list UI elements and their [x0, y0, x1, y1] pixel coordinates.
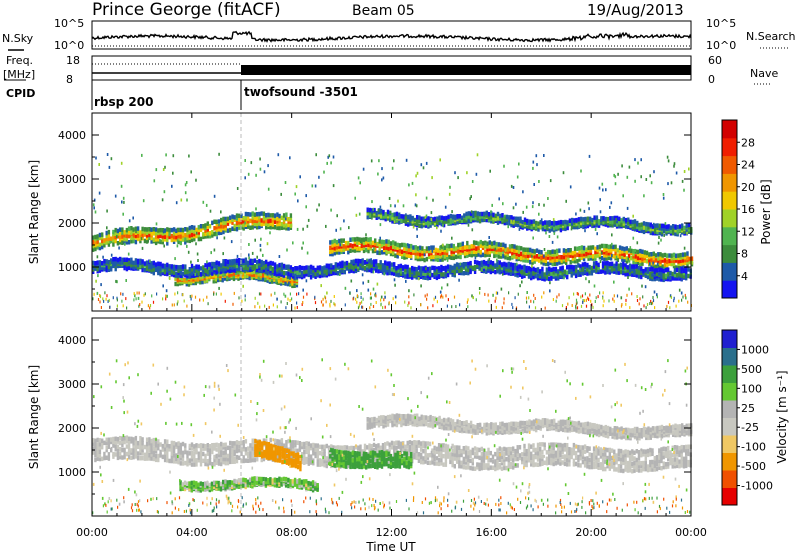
time-axis: 00:00 04:00 08:00 12:00 16:00 20:00 00:00 [76, 113, 707, 539]
velocity-colorbar-tick: -25 [741, 421, 759, 434]
velocity-colorbar-tick: -100 [741, 441, 766, 454]
freq-alternating-band [241, 65, 691, 75]
power-colorbar-tick: 8 [741, 248, 748, 261]
velocity-colorbar-tick: -1000 [741, 480, 773, 493]
y-tick-label: 3000 [58, 378, 86, 391]
power-colorbar-swatch [722, 156, 737, 174]
power-colorbar-tick: 28 [741, 136, 755, 149]
freq-label-line1: Freq. [6, 54, 33, 67]
power-band-4 [367, 208, 693, 237]
power-ground-returns [92, 291, 692, 309]
power-colorbar-swatch [722, 245, 737, 263]
velocity-colorbar-swatch [722, 418, 737, 436]
velocity-colorbar-swatch [722, 488, 737, 506]
velocity-colorbar-tick: 25 [741, 402, 755, 415]
y-tick-label: 2000 [58, 217, 86, 230]
station-title: Prince George (fitACF) [92, 0, 281, 20]
velocity-y-axis: 1000 2000 3000 4000 [58, 334, 691, 494]
velocity-panel: 1000 2000 3000 4000 Slant Range [km] [27, 318, 692, 516]
velocity-colorbar-tick: -500 [741, 460, 766, 473]
velocity-colorbar-swatch [722, 330, 737, 348]
y-tick-label: 4000 [58, 129, 86, 142]
cpid-segment-2: twofsound -3501 [244, 85, 358, 99]
velocity-colorbar-swatch [722, 383, 737, 401]
noise-left-label: N.Sky [2, 32, 34, 45]
power-colorbar-tick: 16 [741, 203, 755, 216]
power-colorbar-label: Power [dB] [759, 179, 773, 244]
velocity-colorbar-tick: 500 [741, 363, 762, 376]
velocity-colorbar-swatch [722, 453, 737, 471]
power-colorbar-swatches: 4 8 12 16 20 24 28 [722, 120, 755, 299]
velocity-band-4 [179, 476, 318, 492]
y-tick-label: 1000 [58, 466, 86, 479]
velocity-colorbar-swatch [722, 400, 737, 418]
nave-right-tick-top: 60 [708, 54, 722, 67]
cpid-segment-1: rbsp 200 [94, 95, 153, 109]
power-colorbar-swatch [722, 280, 737, 298]
velocity-colorbar-swatches: 1000 500 100 25 -25 -100 -500 -1000 [722, 330, 773, 506]
frequency-panel: Freq. [MHz] 18 8 60 0 Nave [3, 54, 778, 86]
power-colorbar-swatch [722, 227, 737, 245]
power-band-1 [92, 211, 292, 252]
y-tick-label: 1000 [58, 261, 86, 274]
velocity-y-label: Slant Range [km] [27, 365, 41, 469]
velocity-colorbar-tick: 100 [741, 382, 762, 395]
x-tick-label: 04:00 [176, 526, 208, 539]
power-colorbar-tick: 24 [741, 159, 755, 172]
x-tick-label: 12:00 [376, 526, 408, 539]
velocity-colorbar-tick: 1000 [741, 343, 769, 356]
cpid-row: CPID rbsp 200 twofsound -3501 [6, 80, 358, 110]
freq-label-line2: [MHz] [3, 68, 35, 81]
power-colorbar-swatch [722, 120, 737, 138]
velocity-colorbar-swatch [722, 348, 737, 366]
velocity-colorbar-swatch [722, 470, 737, 488]
velocity-colorbar-swatch [722, 365, 737, 383]
velocity-data [92, 318, 692, 516]
date-title: 19/Aug/2013 [587, 1, 684, 19]
x-tick-label: 00:00 [675, 526, 707, 539]
y-tick-label: 4000 [58, 334, 86, 347]
beam-title: Beam 05 [352, 3, 415, 19]
x-tick-label: 08:00 [276, 526, 308, 539]
x-tick-label: 16:00 [475, 526, 507, 539]
velocity-colorbar-swatch [722, 435, 737, 453]
power-colorbar-swatch [722, 173, 737, 191]
power-colorbar: 4 8 12 16 20 24 28 Power [dB] [722, 120, 773, 299]
frequency-trace [92, 64, 691, 75]
cpid-label: CPID [6, 87, 35, 100]
power-colorbar-swatch [722, 138, 737, 156]
noise-panel: N.Sky 10^5 10^0 10^5 10^0 N.Search [2, 17, 796, 52]
freq-left-tick-bottom: 8 [66, 73, 73, 86]
x-tick-label: 20:00 [575, 526, 607, 539]
freq-left-tick-top: 18 [66, 54, 80, 67]
power-colorbar-tick: 20 [741, 181, 755, 194]
noise-trace [92, 32, 691, 46]
noise-right-label: N.Search [746, 30, 796, 43]
noise-left-tick-top: 10^5 [54, 17, 84, 30]
power-panel: 1000 2000 3000 4000 Slant Range [km] [27, 113, 693, 311]
x-tick-label: 00:00 [76, 526, 108, 539]
velocity-colorbar-label: Velocity [m s⁻¹] [775, 370, 789, 463]
power-colorbar-tick: 12 [741, 225, 755, 238]
power-colorbar-swatch [722, 209, 737, 227]
noise-right-tick-top: 10^5 [706, 17, 736, 30]
noise-right-tick-bottom: 10^0 [706, 39, 736, 52]
y-tick-label: 2000 [58, 422, 86, 435]
noise-sky-line [92, 32, 691, 42]
noise-left-tick-bottom: 10^0 [54, 39, 84, 52]
time-axis-label: Time UT [365, 540, 416, 554]
power-data [92, 113, 693, 311]
power-colorbar-swatch [722, 191, 737, 209]
power-y-label: Slant Range [km] [27, 160, 41, 264]
y-tick-label: 3000 [58, 173, 86, 186]
nave-label: Nave [750, 67, 778, 80]
nave-right-tick-bottom: 0 [708, 73, 715, 86]
velocity-colorbar: 1000 500 100 25 -25 -100 -500 -1000 Velocity [m… [722, 330, 789, 506]
power-colorbar-tick: 4 [741, 270, 748, 283]
power-colorbar-swatch [722, 262, 737, 280]
